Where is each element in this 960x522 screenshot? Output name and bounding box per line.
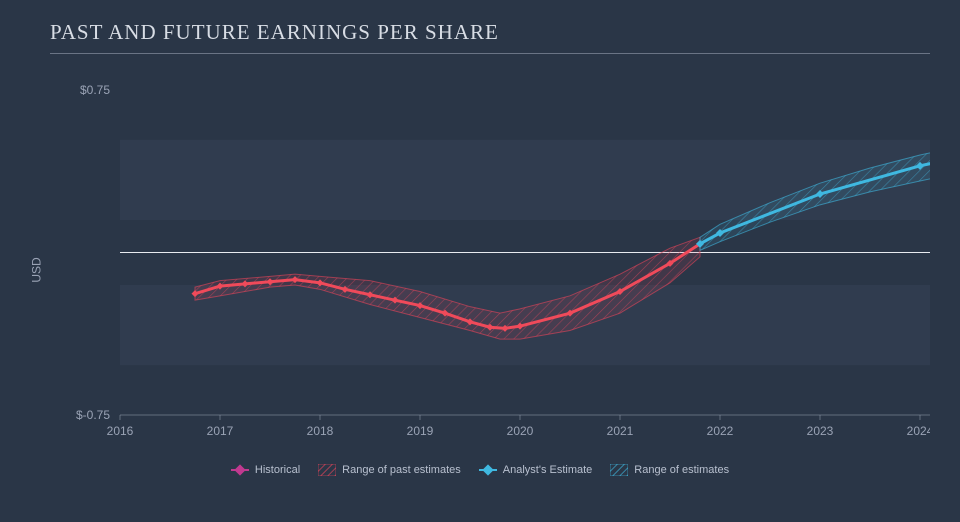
title-rule	[50, 53, 930, 54]
svg-text:$0.75: $0.75	[80, 83, 110, 97]
svg-text:2021: 2021	[607, 424, 634, 438]
legend-item: Range of past estimates	[318, 464, 461, 476]
chart-title: PAST AND FUTURE EARNINGS PER SHARE	[50, 20, 930, 45]
svg-text:2019: 2019	[407, 424, 434, 438]
svg-text:$-0.75: $-0.75	[76, 408, 110, 422]
svg-text:2018: 2018	[307, 424, 334, 438]
legend-item: Analyst's Estimate	[479, 464, 593, 476]
legend-item: Historical	[231, 464, 300, 476]
legend-label: Range of past estimates	[342, 464, 461, 476]
chart-container: PAST AND FUTURE EARNINGS PER SHARE USD $…	[0, 0, 960, 522]
legend-label: Analyst's Estimate	[503, 464, 593, 476]
svg-text:2023: 2023	[807, 424, 834, 438]
legend-label: Range of estimates	[634, 464, 729, 476]
legend-item: Range of estimates	[610, 464, 729, 476]
svg-text:2017: 2017	[207, 424, 234, 438]
svg-text:2024: 2024	[907, 424, 930, 438]
chart-area: USD $0.75 $-0.75 2016 2017 2018 2019 2020 2021 2…	[30, 60, 930, 480]
svg-text:2020: 2020	[507, 424, 534, 438]
svg-text:2016: 2016	[107, 424, 134, 438]
svg-text:2022: 2022	[707, 424, 734, 438]
legend-label: Historical	[255, 464, 300, 476]
chart-svg: $0.75 $-0.75 2016 2017 2018 2019 2020 2021 2022 2…	[30, 60, 930, 460]
legend: Historical Range of past estimates Analyst…	[30, 464, 930, 476]
y-axis-label: USD	[30, 257, 44, 282]
